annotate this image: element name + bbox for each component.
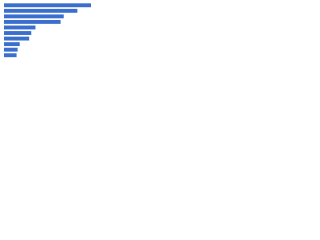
bar xyxy=(4,53,17,58)
bar xyxy=(4,8,78,13)
bar xyxy=(4,25,36,30)
bar xyxy=(4,36,30,41)
bar xyxy=(4,14,64,19)
bar xyxy=(4,19,61,24)
page: {"chart_data": {"type": "bar", "orientat… xyxy=(0,0,100,71)
bar xyxy=(4,47,18,52)
bar xyxy=(4,31,32,35)
chart xyxy=(4,3,91,58)
bar xyxy=(4,3,91,8)
bar xyxy=(4,42,20,47)
